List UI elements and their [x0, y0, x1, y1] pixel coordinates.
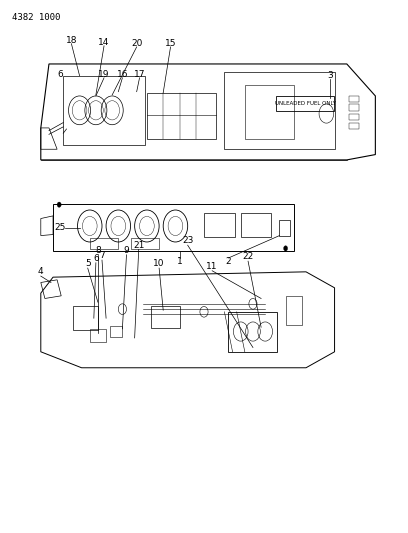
Text: 14: 14	[98, 38, 110, 47]
Text: 15: 15	[165, 39, 176, 48]
Text: 11: 11	[206, 262, 218, 271]
Bar	[204, 213, 235, 237]
Circle shape	[284, 246, 288, 251]
Bar	[279, 220, 290, 236]
Bar	[286, 296, 302, 325]
Text: 7: 7	[99, 252, 105, 260]
Bar	[241, 213, 271, 237]
Bar	[224, 72, 335, 149]
Text: 8: 8	[95, 246, 101, 255]
Bar	[147, 93, 216, 139]
Circle shape	[57, 202, 61, 207]
Bar	[90, 329, 106, 342]
Text: 25: 25	[55, 223, 66, 232]
Text: 1: 1	[177, 257, 182, 265]
Text: UNLEADED FUEL ONLY: UNLEADED FUEL ONLY	[275, 101, 336, 106]
Text: 4: 4	[38, 268, 44, 276]
Text: 16: 16	[117, 70, 128, 79]
Text: 17: 17	[134, 70, 145, 79]
Text: 23: 23	[182, 237, 193, 245]
Bar	[349, 114, 359, 120]
Bar	[349, 96, 359, 102]
Text: 6: 6	[93, 254, 99, 263]
Text: 22: 22	[242, 253, 254, 261]
Text: 6: 6	[58, 70, 63, 79]
Text: 20: 20	[131, 39, 142, 48]
Text: 10: 10	[153, 260, 165, 268]
Text: 5: 5	[85, 260, 91, 268]
Bar	[349, 104, 359, 111]
Text: 9: 9	[124, 246, 129, 255]
Text: 21: 21	[133, 241, 144, 249]
Text: 4382 1000: 4382 1000	[12, 13, 61, 22]
Text: 2: 2	[226, 257, 231, 265]
Bar	[349, 123, 359, 129]
Bar	[73, 306, 98, 330]
Bar	[151, 306, 180, 328]
Bar	[228, 312, 277, 352]
Bar	[110, 326, 122, 337]
Text: 18: 18	[66, 36, 77, 45]
Text: 19: 19	[98, 70, 110, 79]
Bar	[245, 85, 294, 139]
Text: 3: 3	[328, 71, 333, 80]
Bar	[131, 238, 159, 249]
Bar	[90, 238, 118, 249]
